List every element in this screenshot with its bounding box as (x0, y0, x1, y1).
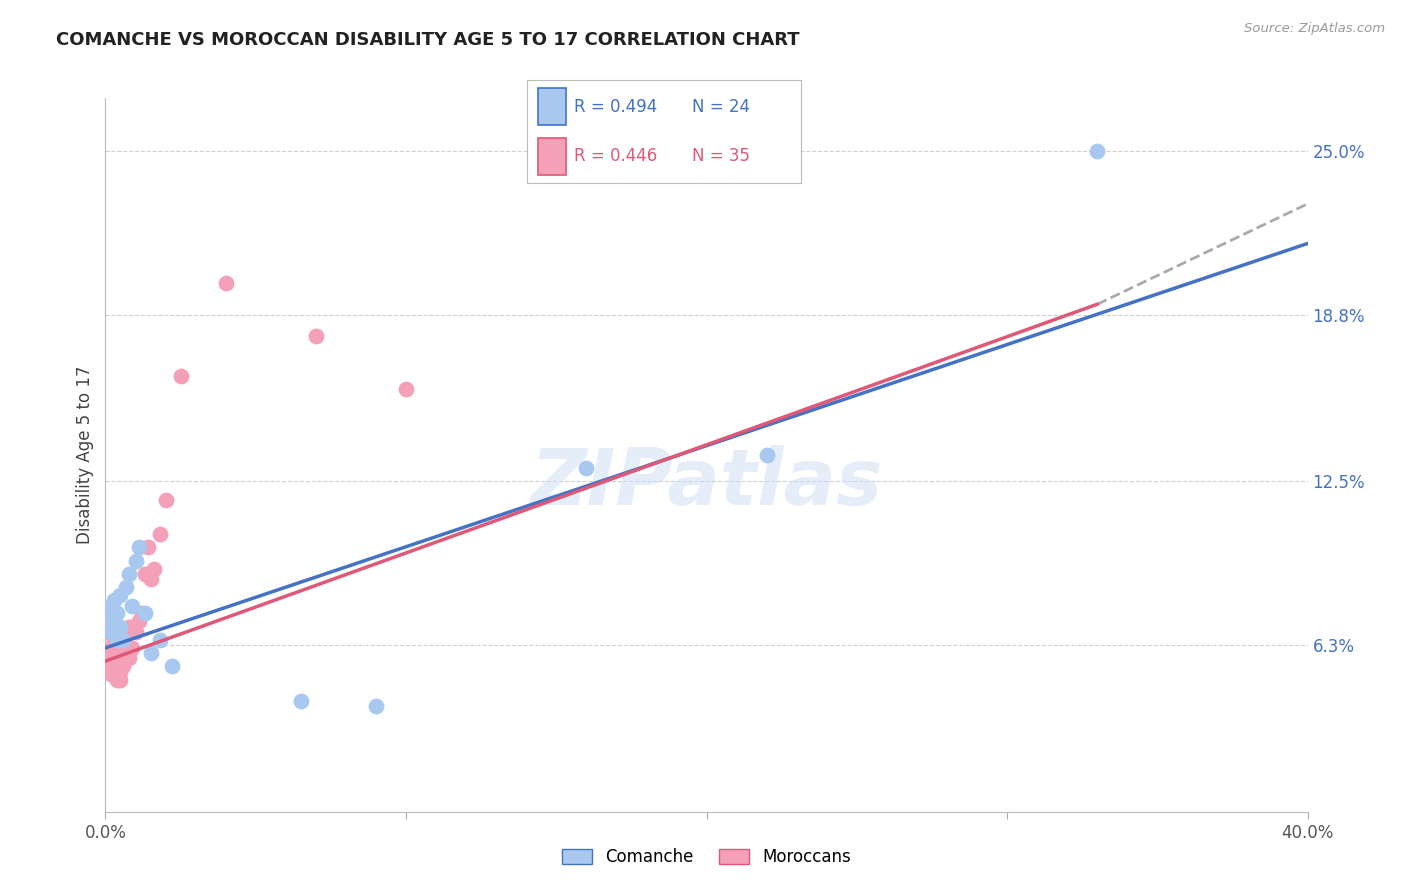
Text: ZIPatlas: ZIPatlas (530, 445, 883, 522)
Text: N = 24: N = 24 (692, 98, 749, 116)
Point (100, 599, 122, 613)
Point (124, 554, 146, 568)
Point (100, 640, 122, 655)
Point (139, 646, 162, 660)
Point (575, 461, 598, 475)
Point (110, 620, 132, 634)
Point (139, 572, 162, 586)
Point (103, 665, 125, 679)
Point (395, 382, 418, 396)
Point (110, 651, 132, 665)
Point (115, 580, 138, 594)
Point (118, 566, 141, 581)
Point (1085, 144, 1108, 158)
Point (155, 492, 177, 507)
Point (100, 651, 122, 665)
Point (103, 615, 125, 629)
Point (755, 448, 778, 462)
Point (214, 276, 236, 290)
FancyBboxPatch shape (538, 137, 565, 175)
Point (112, 632, 135, 647)
Text: N = 35: N = 35 (692, 147, 749, 165)
Point (110, 665, 132, 679)
Point (107, 651, 129, 665)
Point (103, 651, 125, 665)
FancyBboxPatch shape (538, 88, 565, 126)
Point (124, 625, 146, 640)
Y-axis label: Disability Age 5 to 17: Disability Age 5 to 17 (76, 366, 94, 544)
Point (103, 632, 125, 647)
Point (103, 593, 125, 607)
Point (107, 659, 129, 673)
Point (142, 561, 165, 575)
Text: R = 0.494: R = 0.494 (574, 98, 657, 116)
Point (107, 673, 129, 687)
Point (97, 659, 120, 673)
Point (115, 625, 138, 640)
Point (97, 625, 120, 640)
Point (112, 659, 135, 673)
Point (97, 646, 120, 660)
Point (160, 659, 183, 673)
Point (128, 615, 150, 629)
Text: R = 0.446: R = 0.446 (574, 147, 657, 165)
Point (136, 541, 159, 555)
Point (107, 632, 129, 647)
Point (305, 329, 328, 343)
Point (118, 620, 141, 634)
Point (97, 612, 120, 626)
Text: Source: ZipAtlas.com: Source: ZipAtlas.com (1244, 22, 1385, 36)
Point (148, 527, 170, 541)
Point (107, 607, 129, 621)
Point (112, 646, 135, 660)
Point (134, 566, 156, 581)
Legend: Comanche, Moroccans: Comanche, Moroccans (554, 840, 859, 875)
Point (100, 667, 122, 681)
Point (110, 673, 132, 687)
Point (100, 625, 122, 640)
Point (148, 632, 170, 647)
Point (134, 607, 156, 621)
Point (121, 599, 143, 613)
Point (118, 651, 141, 665)
Point (121, 640, 143, 655)
Point (115, 640, 138, 655)
Point (131, 607, 153, 621)
Point (169, 368, 191, 383)
Point (128, 541, 150, 555)
Point (290, 694, 312, 708)
Point (110, 588, 132, 602)
Point (364, 698, 387, 713)
Text: COMANCHE VS MOROCCAN DISABILITY AGE 5 TO 17 CORRELATION CHART: COMANCHE VS MOROCCAN DISABILITY AGE 5 TO… (56, 31, 800, 49)
